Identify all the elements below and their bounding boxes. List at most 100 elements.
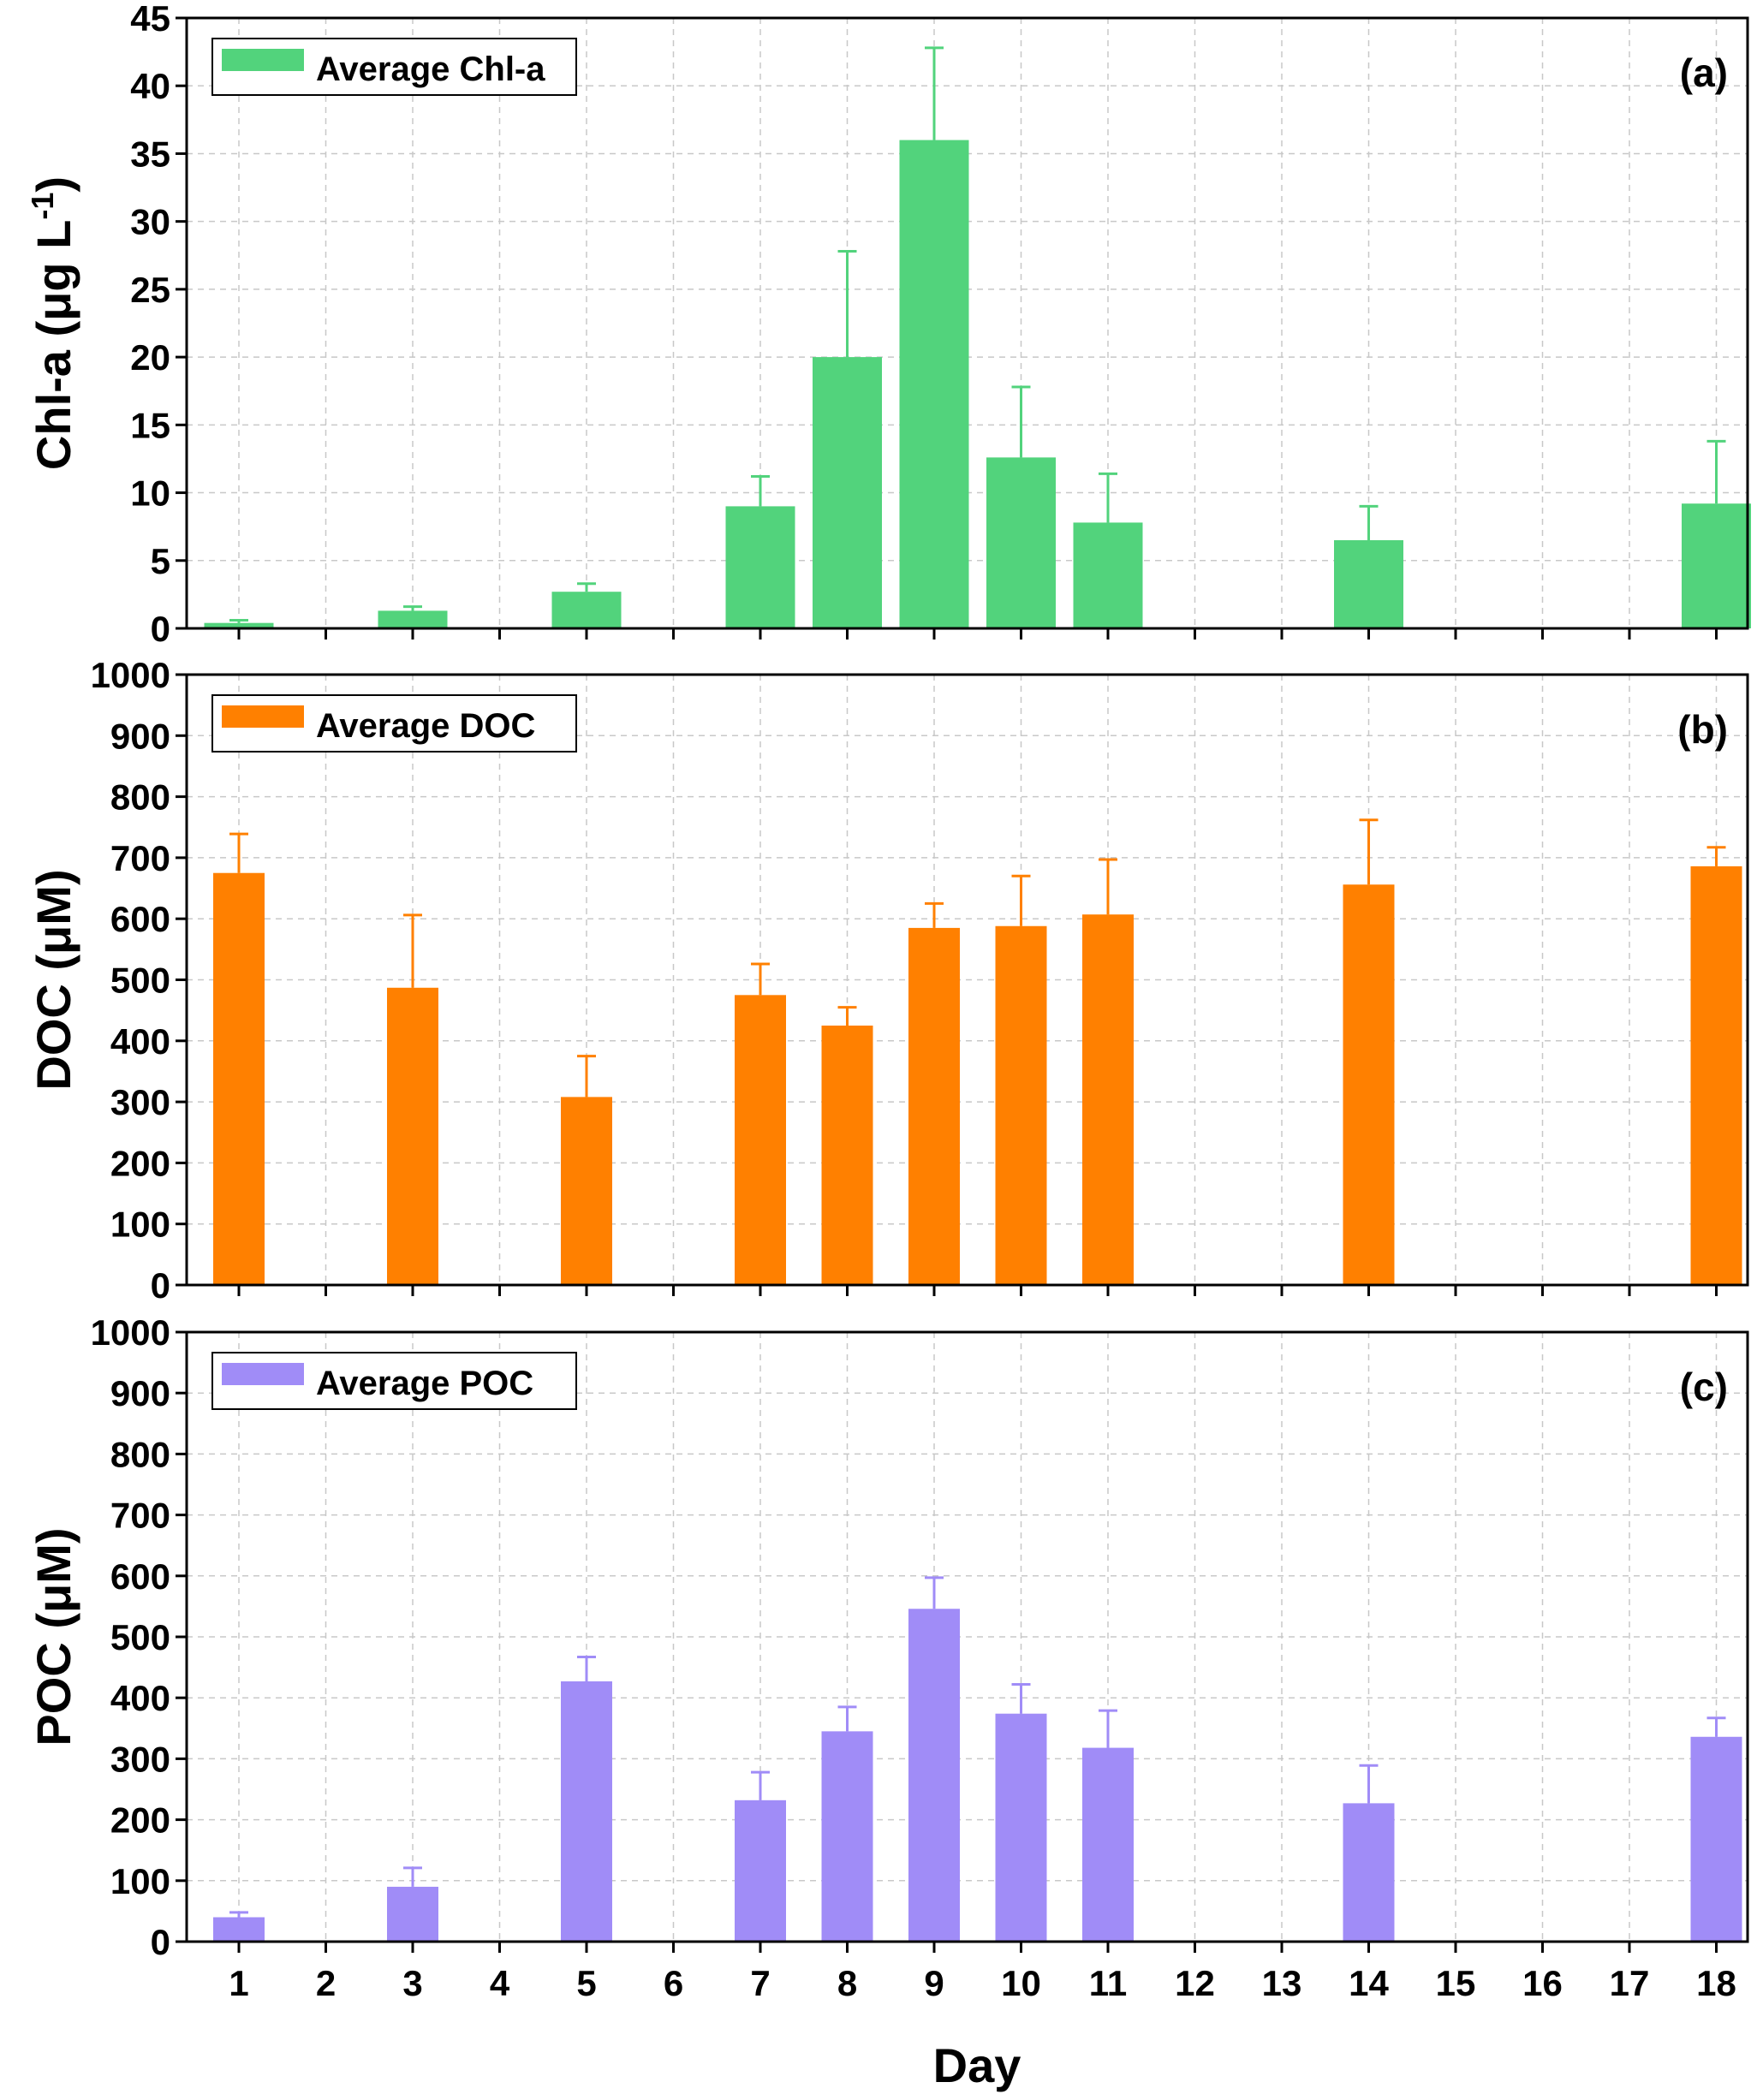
panel-a-ytick-label: 30	[130, 202, 170, 242]
panel-b-ytick-label: 0	[151, 1265, 170, 1306]
panel-b-ytick-label: 200	[110, 1143, 170, 1183]
panel-a-bar-day-9	[899, 140, 969, 629]
panel-b-bar-day-5	[561, 1097, 612, 1285]
panel-a-panel-label: (a)	[1680, 51, 1728, 95]
panel-a-ytick-label: 10	[130, 473, 170, 514]
xtick-label-day-9: 9	[924, 1963, 944, 2003]
panel-c-ytick-label: 700	[110, 1496, 170, 1536]
xtick-label-day-6: 6	[664, 1963, 683, 2003]
panel-a-ytick-label: 40	[130, 66, 170, 106]
panel-b-bar-day-10	[995, 925, 1047, 1285]
panel-b-ytick-label: 800	[110, 777, 170, 818]
panel-c-ytick-label: 100	[110, 1861, 170, 1901]
panel-b-y-axis-title: DOC (μM)	[27, 869, 80, 1090]
panel-b-ytick-label: 400	[110, 1021, 170, 1062]
panel-b-bar-day-11	[1082, 914, 1134, 1285]
panel-c-ytick-label: 300	[110, 1739, 170, 1779]
panel-a-bar-day-1	[204, 622, 274, 628]
panel-c-ytick-label: 600	[110, 1556, 170, 1597]
panel-a-bar-day-3	[378, 610, 448, 628]
panel-b-legend: Average DOC	[211, 694, 577, 753]
panel-a-bar-day-14	[1334, 540, 1403, 628]
panel-a-ytick-label: 35	[130, 134, 170, 174]
xtick-label-day-7: 7	[750, 1963, 770, 2003]
panel-c-y-axis-title: POC (μM)	[27, 1527, 80, 1746]
x-axis-title: Day	[933, 2038, 1021, 2092]
panel-c-ytick-label: 800	[110, 1434, 170, 1474]
panel-a-bar-day-5	[551, 592, 622, 628]
panel-b-bar-day-8	[821, 1025, 873, 1285]
xtick-label-day-10: 10	[1001, 1963, 1041, 2003]
panel-c-ytick-label: 200	[110, 1800, 170, 1841]
panel-a-bar-day-11	[1073, 522, 1143, 628]
xtick-label-day-1: 1	[229, 1963, 248, 2003]
panel-b-group: 0 100 200 300 400 500 600 700 800 900 1000 DOC (μM)…	[27, 655, 1749, 1306]
xtick-label-day-15: 15	[1436, 1963, 1476, 2003]
panel-a-bar-day-18	[1682, 503, 1751, 628]
panel-a-legend-swatch	[222, 49, 304, 71]
xtick-label-day-5: 5	[576, 1963, 596, 2003]
panel-a-ytick-label: 25	[130, 270, 170, 310]
xtick-label-day-4: 4	[490, 1963, 510, 2003]
panel-b-ytick-label: 500	[110, 961, 170, 1001]
panel-a-bar-day-10	[986, 457, 1056, 628]
panel-c-legend-swatch	[222, 1363, 304, 1385]
panel-c-ytick-label: 400	[110, 1678, 170, 1718]
panel-a-legend: Average Chl-a	[211, 38, 577, 96]
panel-b-bar-day-18	[1690, 866, 1742, 1285]
panel-c-bar-day-1	[213, 1917, 265, 1942]
xtick-label-day-17: 17	[1610, 1963, 1650, 2003]
xtick-label-day-18: 18	[1696, 1963, 1736, 2003]
xtick-label-day-2: 2	[316, 1963, 336, 2003]
panel-c-ytick-label: 0	[151, 1922, 170, 1962]
panel-a-bar-day-7	[725, 506, 795, 628]
panel-c-bar-day-14	[1343, 1803, 1395, 1942]
panel-b-bar-day-3	[387, 987, 438, 1285]
xtick-label-day-12: 12	[1175, 1963, 1215, 2003]
panel-c-ytick-label: 1000	[91, 1312, 170, 1353]
panel-a-ytick-label: 45	[130, 0, 170, 39]
panel-b-ytick-label: 700	[110, 838, 170, 878]
panel-c-panel-label: (c)	[1680, 1365, 1728, 1409]
panel-a-ytick-label: 0	[151, 609, 170, 649]
panel-b-ytick-label: 1000	[91, 655, 170, 695]
panel-b-ytick-label: 900	[110, 716, 170, 756]
xtick-label-day-11: 11	[1089, 1963, 1127, 2003]
panel-c-bar-day-18	[1690, 1736, 1742, 1942]
xtick-label-day-8: 8	[837, 1963, 857, 2003]
panel-b-ytick-label: 600	[110, 899, 170, 939]
panel-c-bar-day-11	[1082, 1747, 1134, 1942]
panel-b-panel-label: (b)	[1677, 707, 1728, 752]
panel-b-bar-day-7	[735, 995, 786, 1285]
panel-c-bar-day-7	[735, 1800, 786, 1942]
panel-b-bar-day-9	[908, 927, 960, 1285]
panel-b-bar-day-14	[1343, 884, 1395, 1285]
panel-a-frame	[185, 16, 1749, 630]
panel-a-y-axis-title: Chl-a (μg L-1)	[25, 176, 80, 470]
xtick-label-day-14: 14	[1349, 1963, 1389, 2003]
xtick-label-day-3: 3	[402, 1963, 422, 2003]
panel-a-ytick-label: 5	[151, 541, 170, 581]
panel-c-bar-day-5	[561, 1681, 612, 1942]
panel-a-legend-label: Average Chl-a	[316, 51, 545, 88]
panel-c-legend-label: Average POC	[316, 1365, 533, 1402]
panel-c-bar-day-3	[387, 1886, 438, 1942]
panel-c-bar-day-8	[821, 1731, 873, 1942]
panel-a-ytick-label: 15	[130, 405, 170, 445]
panel-c-ytick-label: 500	[110, 1617, 170, 1657]
panel-a-bar-day-8	[813, 357, 882, 628]
panel-b-legend-label: Average DOC	[316, 707, 535, 745]
panel-c-legend: Average POC	[211, 1352, 577, 1410]
panel-c-ytick-label: 900	[110, 1373, 170, 1413]
xtick-label-day-16: 16	[1522, 1963, 1563, 2003]
panel-a-group: 0 5 10 15 20 25 30 35 40 45 Chl-a (μg L-1) Average …	[25, 0, 1751, 649]
panel-a-ytick-label: 20	[130, 337, 170, 378]
panel-b-ytick-label: 300	[110, 1082, 170, 1122]
panel-b-bar-day-1	[213, 872, 265, 1285]
panel-b-ytick-label: 100	[110, 1205, 170, 1245]
panel-b-legend-swatch	[222, 705, 304, 728]
panel-c-bar-day-10	[995, 1713, 1047, 1942]
xtick-label-day-13: 13	[1262, 1963, 1302, 2003]
